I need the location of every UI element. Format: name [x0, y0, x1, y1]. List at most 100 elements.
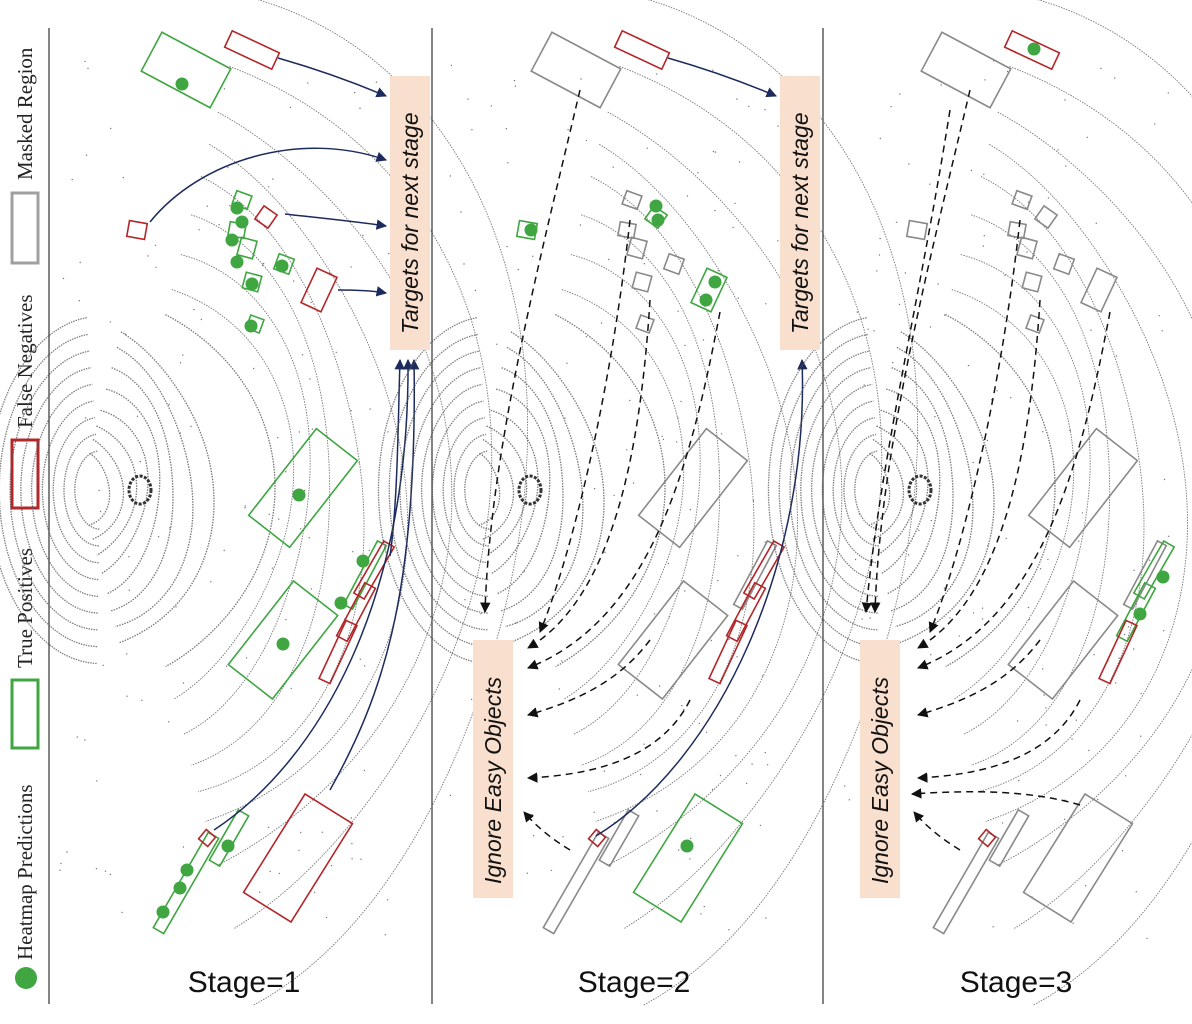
lidar-point [751, 763, 753, 765]
lidar-point [738, 161, 741, 163]
lidar-ring-near [464, 450, 490, 530]
lidar-point [585, 336, 588, 338]
ignore-arrow [523, 811, 571, 851]
lidar-ring [96, 425, 138, 556]
false-negative-box [335, 581, 377, 643]
lidar-point [490, 105, 493, 107]
lidar-ring [619, 65, 883, 930]
lidar-point [198, 229, 200, 231]
lidar-point [259, 891, 261, 893]
lidar-ring [252, 0, 529, 1006]
lidar-point [1042, 668, 1044, 670]
lidar-point [289, 106, 292, 109]
lidar-point [300, 528, 302, 530]
lidar-point [593, 811, 595, 813]
lidar-point [934, 416, 936, 418]
lidar-ring [180, 254, 311, 735]
lidar-point [358, 462, 360, 464]
heatmap-dot [276, 637, 290, 651]
lidar-point [1081, 512, 1084, 514]
lidar-point [972, 461, 974, 464]
lidar-point [351, 858, 353, 860]
target-arrow [337, 286, 388, 297]
lidar-point [908, 163, 910, 165]
lidar-point [363, 769, 366, 772]
lidar-point [983, 173, 985, 175]
lidar-point [109, 321, 112, 323]
lidar-point [712, 69, 714, 71]
lidar-point [656, 73, 658, 75]
lidar-ring-near [41, 400, 99, 581]
lidar-point [1065, 165, 1067, 167]
lidar-point [450, 64, 453, 67]
lidar-ring [115, 346, 194, 628]
target-arrow [277, 57, 387, 98]
masked-region-box [530, 31, 622, 109]
lidar-ring [642, 0, 919, 1006]
lidar-point [66, 851, 68, 853]
lidar-point [1018, 779, 1020, 782]
lidar-ring [891, 367, 954, 612]
lidar-point [710, 639, 713, 642]
lidar-ring-near [810, 383, 879, 598]
lidar-ring [111, 367, 174, 612]
masked-region-box [932, 831, 1000, 935]
lidar-ring [105, 388, 161, 595]
lidar-ring [944, 314, 1056, 668]
lidar-point [313, 891, 316, 893]
lidar-point [350, 266, 352, 268]
lidar-point [278, 518, 280, 520]
heatmap-dot [356, 554, 370, 568]
lidar-point [856, 311, 859, 313]
lidar-point [1163, 478, 1166, 481]
lidar-ring [960, 254, 1091, 735]
lidar-point [892, 361, 894, 364]
lidar-point [384, 934, 386, 936]
true-positive-box [632, 792, 744, 924]
lidar-ring [951, 289, 1075, 700]
lidar-point [1100, 67, 1102, 70]
lidar-point [728, 638, 730, 641]
lidar-ring [197, 176, 365, 793]
lidar-point [269, 870, 271, 873]
lidar-point [1090, 329, 1092, 331]
lidar-point [562, 836, 564, 838]
masked-region-box [988, 808, 1030, 868]
heatmap-dot [649, 199, 663, 213]
ignore-arrow [916, 699, 1081, 783]
lidar-point [285, 471, 287, 473]
lidar-ring-near [0, 333, 98, 648]
lidar-point [737, 555, 739, 557]
heatmap-dot [1027, 42, 1041, 56]
lidar-point [717, 270, 719, 272]
lidar-ring [482, 438, 515, 540]
lidar-point [858, 513, 860, 515]
stage-1-target-label-bg [390, 76, 430, 350]
lidar-point [1097, 798, 1099, 801]
lidar-point [1057, 149, 1059, 151]
heatmap-dot [292, 488, 306, 502]
lidar-point [579, 224, 582, 226]
lidar-ring [1009, 65, 1192, 930]
target-arrow [329, 358, 420, 791]
heatmap-dot [230, 201, 244, 215]
lidar-point [600, 322, 603, 324]
lidar-point [121, 911, 123, 914]
lidar-point [1078, 540, 1080, 542]
lidar-ring [880, 409, 929, 575]
lidar-point [514, 85, 517, 87]
lidar-point [359, 107, 361, 110]
lidar-point [689, 858, 691, 860]
legend-masked-swatch [10, 191, 40, 265]
lidar-point [1027, 606, 1030, 609]
lidar-point [1161, 330, 1163, 332]
lidar-ring-near [778, 333, 878, 648]
lidar-point [300, 831, 302, 834]
lidar-point [532, 255, 534, 257]
lidar-point [949, 617, 951, 619]
lidar-point [386, 899, 389, 901]
lidar-ring [885, 388, 941, 595]
lidar-point [907, 554, 910, 556]
lidar-point [229, 205, 231, 207]
lidar-point [139, 460, 141, 463]
